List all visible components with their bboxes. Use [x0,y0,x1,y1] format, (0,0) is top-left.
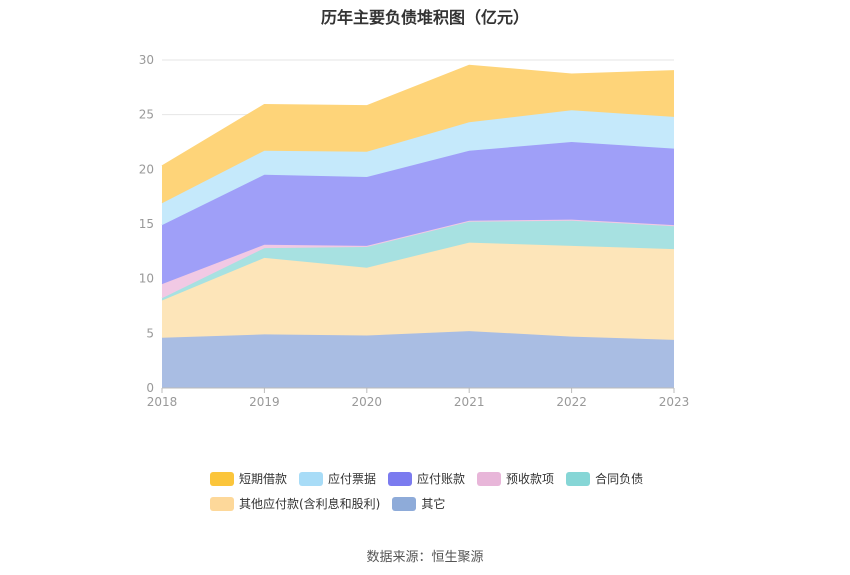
y-tick-label-10: 10 [139,272,154,286]
y-tick-label-5: 5 [146,326,154,340]
legend-swatch [299,471,324,486]
legend-swatch [210,471,234,486]
legend-label: 应付票据 [328,472,377,486]
legend-item[interactable]: 其它 [392,495,445,512]
legend-label: 其他应付款(含利息和股利) [239,497,381,511]
legend-item[interactable]: 合同负债 [566,470,643,487]
y-tick-label-30: 30 [139,53,154,67]
legend-label: 其它 [421,497,446,511]
x-tick-label-2020: 2020 [352,395,383,409]
y-tick-label-25: 25 [139,108,154,122]
legend-item[interactable]: 应付票据 [299,470,376,487]
legend-swatch [388,471,413,486]
legend-item[interactable]: 应付账款 [388,470,465,487]
y-tick-label-20: 20 [139,162,154,176]
x-tick-label-2021: 2021 [454,395,485,409]
legend-label: 合同负债 [595,472,644,486]
legend-label: 短期借款 [239,472,288,486]
legend-item[interactable]: 短期借款 [210,470,287,487]
legend-item[interactable]: 其他应付款(含利息和股利) [210,495,380,512]
legend-swatch [477,471,502,486]
area-series-5 [162,110,674,226]
area-line-series-6 [161,64,675,167]
area-series-1 [162,242,674,340]
chart-title: 历年主要负债堆积图（亿元） [320,8,529,27]
legend-label: 应付账款 [417,472,466,486]
y-tick-label-15: 15 [139,217,154,231]
x-tick-label-2022: 2022 [556,395,587,409]
legend-item[interactable]: 预收款项 [477,470,554,487]
legend-row: 其他应付款(含利息和股利) 其它 [210,495,670,512]
x-tick-label-2018: 2018 [147,395,178,409]
legend-swatch [392,496,417,511]
data-source: 数据来源：恒生聚源 [366,550,484,565]
legend-row: 短期借款 应付票据 应付账款 预收款项 合同负债 [210,470,670,487]
legend-label: 预收款项 [506,472,555,486]
area-series-4 [162,142,674,285]
legend-swatch [566,471,591,486]
area-series-6 [162,65,674,204]
y-tick-label-0: 0 [146,381,154,395]
area-series-2 [162,220,674,301]
legend-swatch [210,496,234,511]
area-series-0 [162,331,674,388]
chart-legend: 短期借款 应付票据 应付账款 预收款项 合同负债其他应付款(含利息和股利) 其它 [210,470,670,520]
x-tick-label-2019: 2019 [249,395,280,409]
x-tick-label-2023: 2023 [659,395,690,409]
stacked-area-chart: 0 5 10 15 20 25 30 2018 2019 2020 2021 2022 2023 [139,53,690,409]
